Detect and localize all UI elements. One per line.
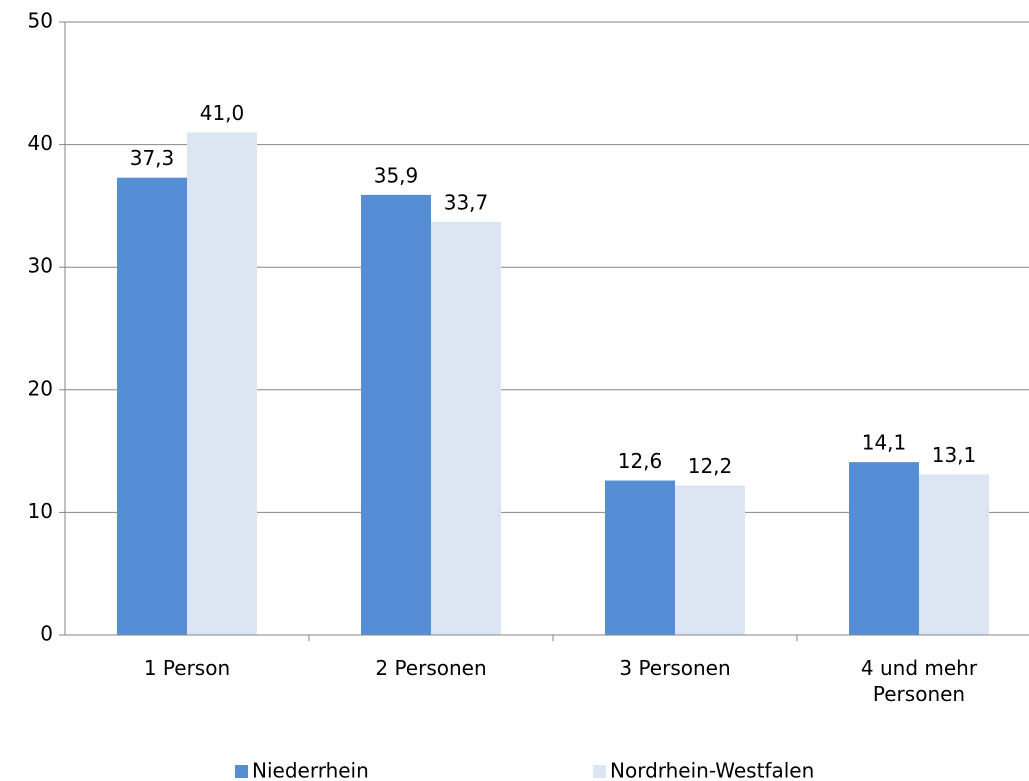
bar <box>187 132 257 635</box>
value-label: 13,1 <box>932 443 977 467</box>
bar <box>605 480 675 635</box>
value-label: 14,1 <box>862 431 907 455</box>
legend-swatch <box>593 765 606 778</box>
y-tick-label: 40 <box>28 131 53 155</box>
legend-label: Nordrhein-Westfalen <box>610 759 814 781</box>
bar <box>849 462 919 635</box>
value-label: 37,3 <box>130 146 175 170</box>
legend-swatch <box>235 765 248 778</box>
y-tick-label: 20 <box>28 376 53 400</box>
bar <box>117 177 187 635</box>
value-label: 33,7 <box>444 190 489 214</box>
y-tick-label: 30 <box>28 254 53 278</box>
value-label: 35,9 <box>374 163 419 187</box>
x-tick-label: 1 Person <box>143 656 231 680</box>
bar <box>675 485 745 635</box>
x-tick-label: 3 Personen <box>619 656 731 680</box>
value-label: 41,0 <box>200 101 245 125</box>
y-tick-label: 0 <box>40 622 53 646</box>
value-label: 12,2 <box>688 454 733 478</box>
value-label: 12,6 <box>618 449 663 473</box>
legend-label: Niederrhein <box>252 759 369 781</box>
bar <box>361 194 431 635</box>
bar <box>919 474 989 635</box>
x-tick-label: 2 Personen <box>375 656 487 680</box>
y-tick-label: 50 <box>28 9 53 33</box>
y-tick-label: 10 <box>28 499 53 523</box>
bar <box>431 221 501 635</box>
x-tick-label: 4 und mehr Personen <box>860 656 978 706</box>
